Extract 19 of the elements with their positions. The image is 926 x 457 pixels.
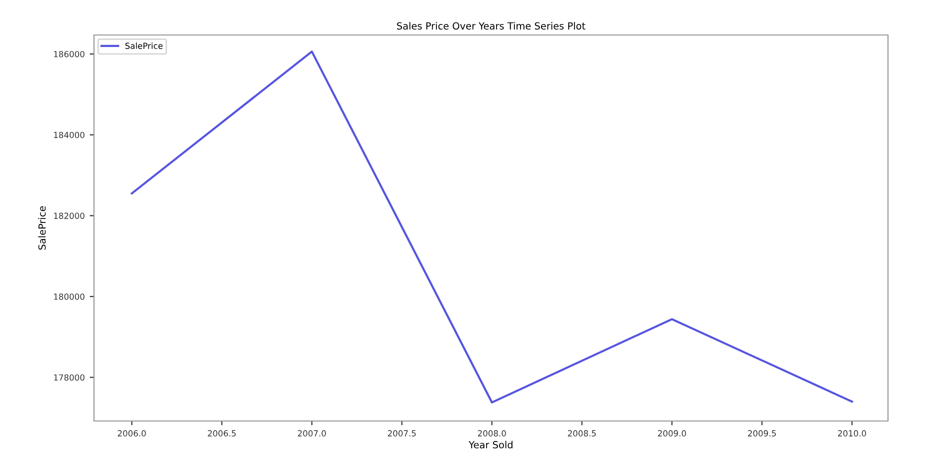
- y-tick-label: 178000: [54, 374, 84, 381]
- chart-title: Sales Price Over Years Time Series Plot: [397, 22, 586, 30]
- y-tick-label: 184000: [54, 132, 84, 138]
- x-tick-label: 2008.0: [478, 430, 506, 436]
- x-tick-label: 2010.0: [838, 430, 866, 436]
- x-axis-title: Year Sold: [468, 440, 512, 448]
- y-tick-label: 180000: [54, 293, 84, 300]
- x-tick-label: 2009.5: [748, 430, 776, 436]
- x-tick-label: 2006.0: [118, 430, 146, 436]
- x-tick-label: 2008.5: [568, 430, 596, 436]
- x-tick-label: 2007.5: [388, 430, 416, 436]
- y-tick-label: 182000: [54, 212, 84, 219]
- y-axis-title: SalePrice: [38, 206, 46, 250]
- x-tick-label: 2007.0: [298, 430, 326, 436]
- x-tick-label: 2009.0: [658, 430, 686, 436]
- legend-label: SalePrice: [125, 42, 163, 49]
- y-tick-label: 186000: [54, 50, 84, 58]
- x-tick-label: 2006.5: [208, 430, 236, 436]
- line-series: [130, 50, 854, 404]
